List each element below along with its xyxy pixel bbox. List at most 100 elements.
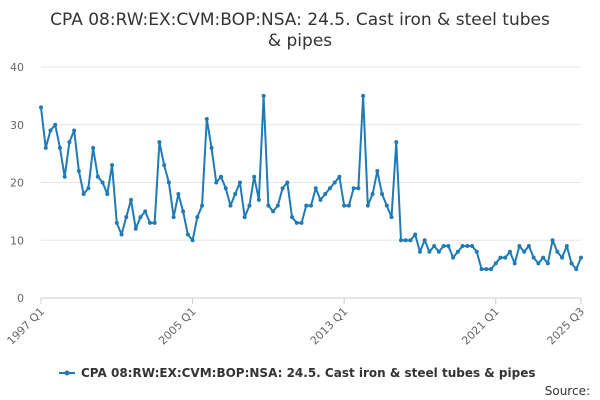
data-point[interactable] [323,192,328,197]
data-point[interactable] [162,163,167,168]
data-point[interactable] [389,215,394,220]
legend[interactable]: CPA 08:RW:EX:CVM:BOP:NSA: 24.5. Cast iro… [59,366,536,380]
data-point[interactable] [399,238,403,243]
data-point[interactable] [370,192,375,197]
data-point[interactable] [233,192,238,197]
data-point[interactable] [285,180,290,185]
data-point[interactable] [441,244,446,249]
data-point[interactable] [470,244,475,249]
data-point[interactable] [436,249,441,254]
data-point[interactable] [408,238,413,243]
data-point[interactable] [67,140,72,145]
data-point[interactable] [219,174,223,179]
data-point[interactable] [417,249,422,254]
data-point[interactable] [479,267,484,272]
data-point[interactable] [526,244,531,249]
data-point[interactable] [280,186,285,191]
data-point[interactable] [72,128,77,133]
data-point[interactable] [318,197,323,202]
data-point[interactable] [522,249,527,254]
data-point[interactable] [579,255,583,260]
data-point[interactable] [541,255,546,260]
data-point[interactable] [143,209,148,214]
data-point[interactable] [451,255,456,260]
data-point[interactable] [76,168,81,173]
data-point[interactable] [157,140,162,145]
data-point[interactable] [294,220,299,225]
data-point[interactable] [455,249,460,254]
data-point[interactable] [39,105,43,110]
data-point[interactable] [86,186,91,191]
data-point[interactable] [105,192,110,197]
data-point[interactable] [181,209,186,214]
data-point[interactable] [380,192,385,197]
data-point[interactable] [275,203,280,208]
data-point[interactable] [413,232,418,237]
data-point[interactable] [493,261,498,266]
data-point[interactable] [356,186,361,191]
data-point[interactable] [489,267,493,272]
data-point[interactable] [252,174,257,179]
data-point[interactable] [327,186,332,191]
data-point[interactable] [223,186,228,191]
data-point[interactable] [498,255,503,260]
data-point[interactable] [247,203,252,208]
data-point[interactable] [114,220,119,225]
data-point[interactable] [43,145,48,150]
data-point[interactable] [228,203,233,208]
data-point[interactable] [569,261,574,266]
data-point[interactable] [290,215,295,220]
data-point[interactable] [346,203,351,208]
data-point[interactable] [422,238,427,243]
data-point[interactable] [446,244,451,249]
data-point[interactable] [204,116,209,121]
data-point[interactable] [195,215,200,220]
data-point[interactable] [100,180,105,185]
data-point[interactable] [124,215,129,220]
data-point[interactable] [129,197,133,202]
data-point[interactable] [531,255,536,260]
data-point[interactable] [57,145,62,150]
data-point[interactable] [237,180,242,185]
data-point[interactable] [545,261,550,266]
data-point[interactable] [460,244,465,249]
data-point[interactable] [53,122,58,127]
data-point[interactable] [332,180,337,185]
data-point[interactable] [299,220,304,225]
data-point[interactable] [271,209,276,214]
data-point[interactable] [550,238,555,243]
data-point[interactable] [465,244,470,249]
data-point[interactable] [147,220,152,225]
data-point[interactable] [185,232,190,237]
data-point[interactable] [484,267,489,272]
data-point[interactable] [384,203,389,208]
data-point[interactable] [214,180,219,185]
data-point[interactable] [176,192,181,197]
data-point[interactable] [503,255,508,260]
data-point[interactable] [536,261,541,266]
data-point[interactable] [313,186,318,191]
data-point[interactable] [209,145,214,150]
data-point[interactable] [110,163,115,168]
data-point[interactable] [507,249,512,254]
data-point[interactable] [256,197,261,202]
data-point[interactable] [152,220,157,225]
data-point[interactable] [138,215,143,220]
data-point[interactable] [81,192,86,197]
data-point[interactable] [517,244,522,249]
data-point[interactable] [261,93,266,98]
data-point[interactable] [403,238,408,243]
data-point[interactable] [166,180,171,185]
data-point[interactable] [394,140,399,145]
data-point[interactable] [337,174,342,179]
data-point[interactable] [266,203,271,208]
data-point[interactable] [242,215,247,220]
data-point[interactable] [427,249,432,254]
data-point[interactable] [304,203,309,208]
data-point[interactable] [560,255,565,260]
data-point[interactable] [474,249,479,254]
data-point[interactable] [190,238,195,243]
data-point[interactable] [365,203,370,208]
data-point[interactable] [342,203,347,208]
data-point[interactable] [309,203,313,208]
